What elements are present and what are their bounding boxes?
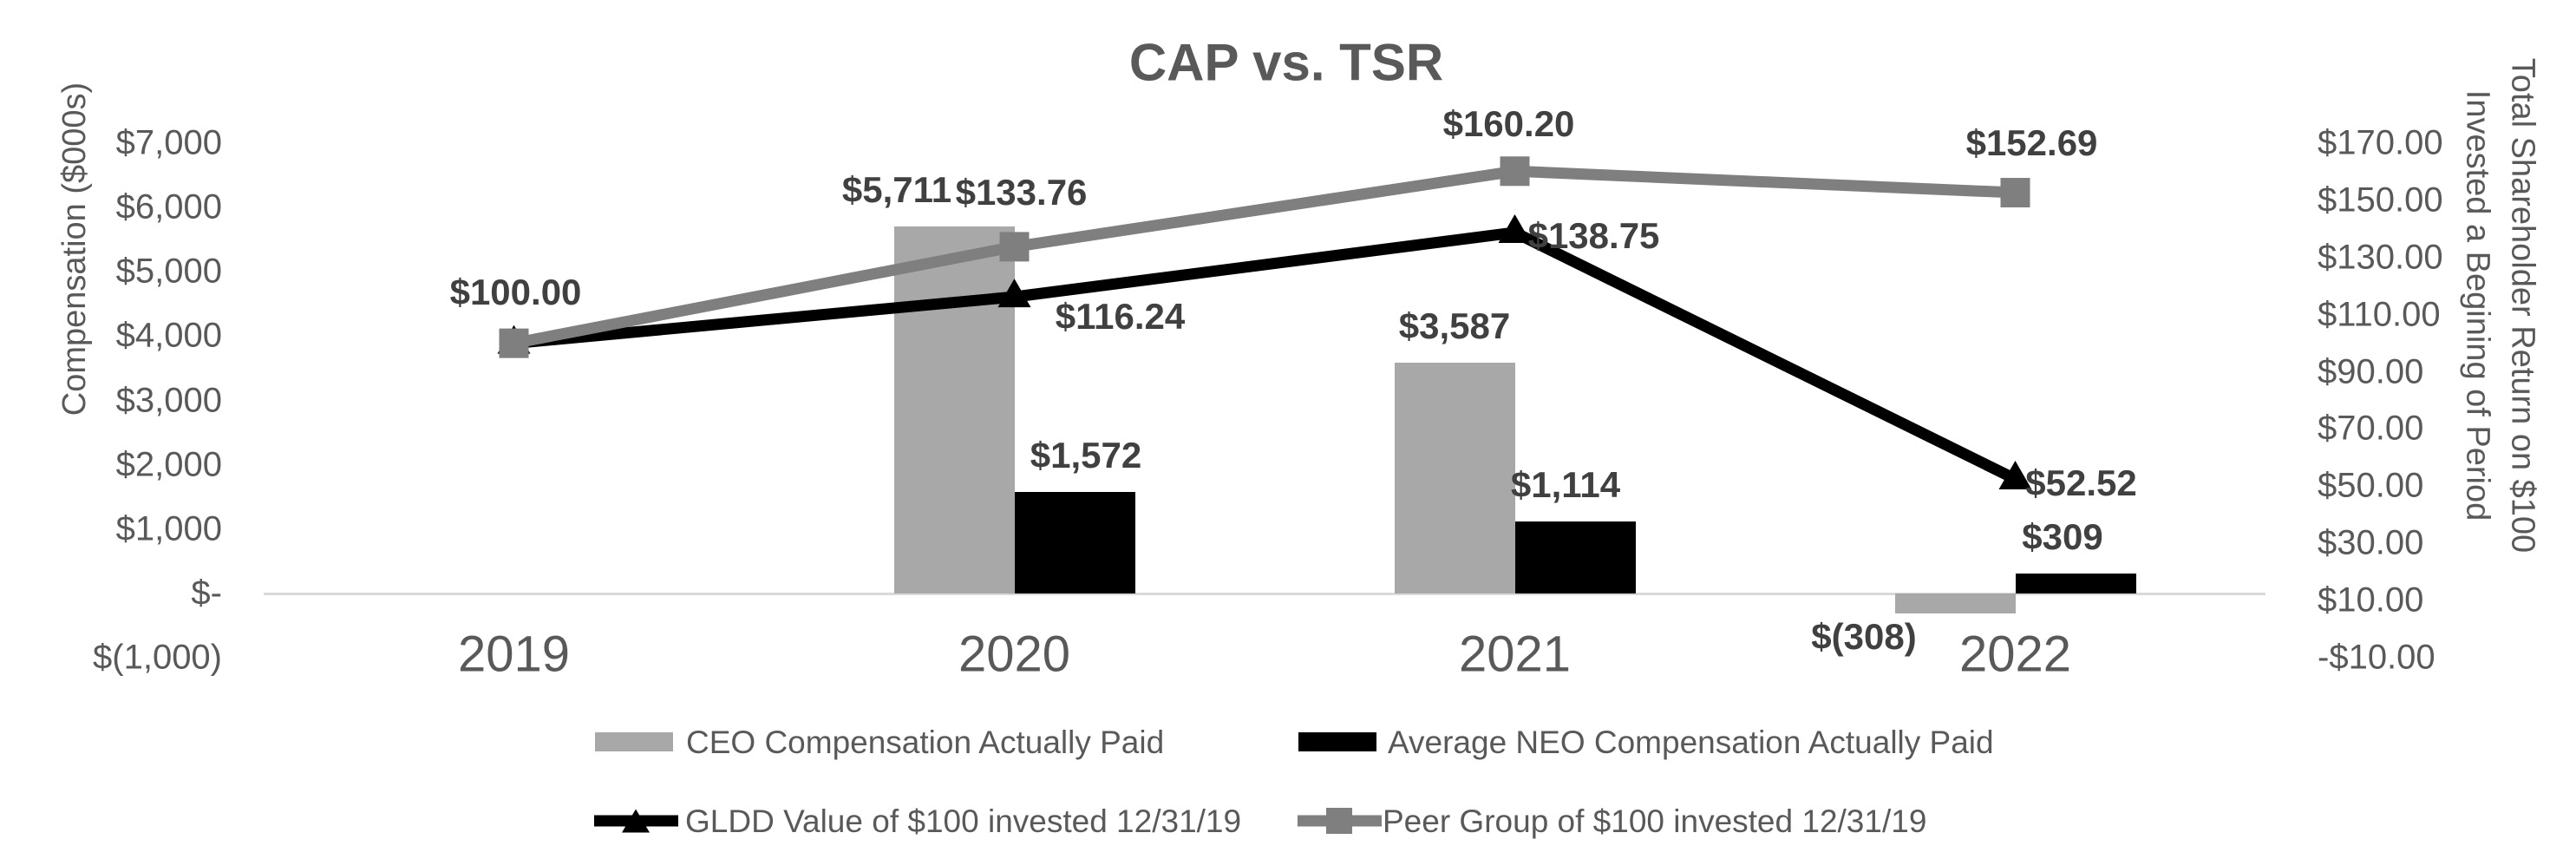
- left-axis-tick: $-: [191, 574, 222, 613]
- bar-label-neo-2021: $1,114: [1510, 464, 1621, 506]
- legend-label-gldd-value: GLDD Value of $100 invested 12/31/19: [685, 803, 1242, 839]
- legend-label-ceo-compensation: CEO Compensation Actually Paid: [686, 725, 1165, 760]
- left-axis-tick: $7,000: [115, 123, 222, 162]
- x-axis-line: [264, 592, 2265, 595]
- square-marker-2022: [2000, 178, 2030, 208]
- left-axis-tick: $5,000: [115, 252, 222, 291]
- right-axis-tick: $70.00: [2318, 409, 2424, 448]
- square-marker-2021: [1500, 156, 1530, 187]
- right-axis-tick: $110.00: [2318, 295, 2441, 334]
- legend-label-neo-compensation: Average NEO Compensation Actually Paid: [1388, 725, 1994, 760]
- line-label-peer-2020: $133.76: [955, 172, 1088, 213]
- bar-label-ceo-2021: $3,587: [1398, 305, 1511, 346]
- bar-ceo-2021: [1394, 362, 1515, 593]
- bar-neo-2020: [1014, 492, 1135, 593]
- bar-label-neo-2022: $309: [2022, 515, 2103, 557]
- gldd-line: [513, 226, 2018, 484]
- year-label-2022: 2022: [1958, 626, 2072, 683]
- chart-title: CAP vs. TSR: [1128, 33, 1444, 92]
- legend-square-marker-icon: [1326, 808, 1352, 834]
- legend-triangle-marker-icon: [622, 809, 650, 833]
- line-label-peer-2021: $160.20: [1442, 103, 1575, 145]
- line-label-gldd-2020: $116.24: [1055, 296, 1186, 338]
- right-axis-tick: $170.00: [2318, 123, 2443, 162]
- bar-label-neo-2020: $1,572: [1030, 435, 1142, 476]
- line-label-peer-2022: $152.69: [1965, 122, 2098, 164]
- right-axis-tick: $10.00: [2318, 580, 2424, 620]
- square-marker-2020: [999, 232, 1030, 262]
- line-label-gldd-2021: $138.75: [1527, 214, 1660, 256]
- triangle-marker-2021: [1498, 213, 1532, 243]
- line-label-gldd-2019: $100.00: [449, 271, 582, 312]
- right-axis-tick: $90.00: [2318, 352, 2424, 391]
- right-axis-tick: $30.00: [2318, 523, 2424, 562]
- legend-swatch-neo-compensation: [1298, 732, 1376, 751]
- right-axis-tick: $150.00: [2318, 180, 2443, 220]
- bar-neo-2021: [1514, 521, 1636, 593]
- bar-neo-2022: [2015, 573, 2136, 593]
- right-axis-tick: -$10.00: [2318, 638, 2435, 677]
- left-axis-tick: $1,000: [115, 509, 222, 548]
- right-axis-tick: $50.00: [2318, 466, 2424, 505]
- left-axis-tick: $6,000: [115, 187, 222, 226]
- year-label-2020: 2020: [958, 626, 1071, 683]
- legend-swatch-ceo-compensation: [595, 732, 673, 751]
- square-marker-2019: [499, 328, 529, 358]
- bar-label-ceo-2020: $5,711: [841, 168, 952, 210]
- left-axis-tick: $4,000: [115, 316, 222, 355]
- left-axis-tick: $3,000: [115, 381, 222, 419]
- peer-group-line: [513, 165, 2016, 349]
- bar-label-ceo-2022: $(308): [1811, 615, 1917, 657]
- legend-label-peer-group: Peer Group of $100 invested 12/31/19: [1383, 803, 1927, 839]
- bar-ceo-2020: [893, 226, 1015, 593]
- year-label-2021: 2021: [1458, 626, 1572, 683]
- triangle-marker-2020: [997, 279, 1031, 308]
- left-axis-tick: $(1,000): [93, 638, 222, 677]
- left-axis-tick: $2,000: [115, 445, 222, 484]
- line-label-gldd-2022: $52.52: [2025, 462, 2137, 504]
- year-label-2019: 2019: [457, 626, 571, 683]
- bar-ceo-2022: [1894, 593, 2016, 613]
- right-axis-tick: $130.00: [2318, 238, 2443, 277]
- triangle-marker-2022: [1998, 461, 2032, 490]
